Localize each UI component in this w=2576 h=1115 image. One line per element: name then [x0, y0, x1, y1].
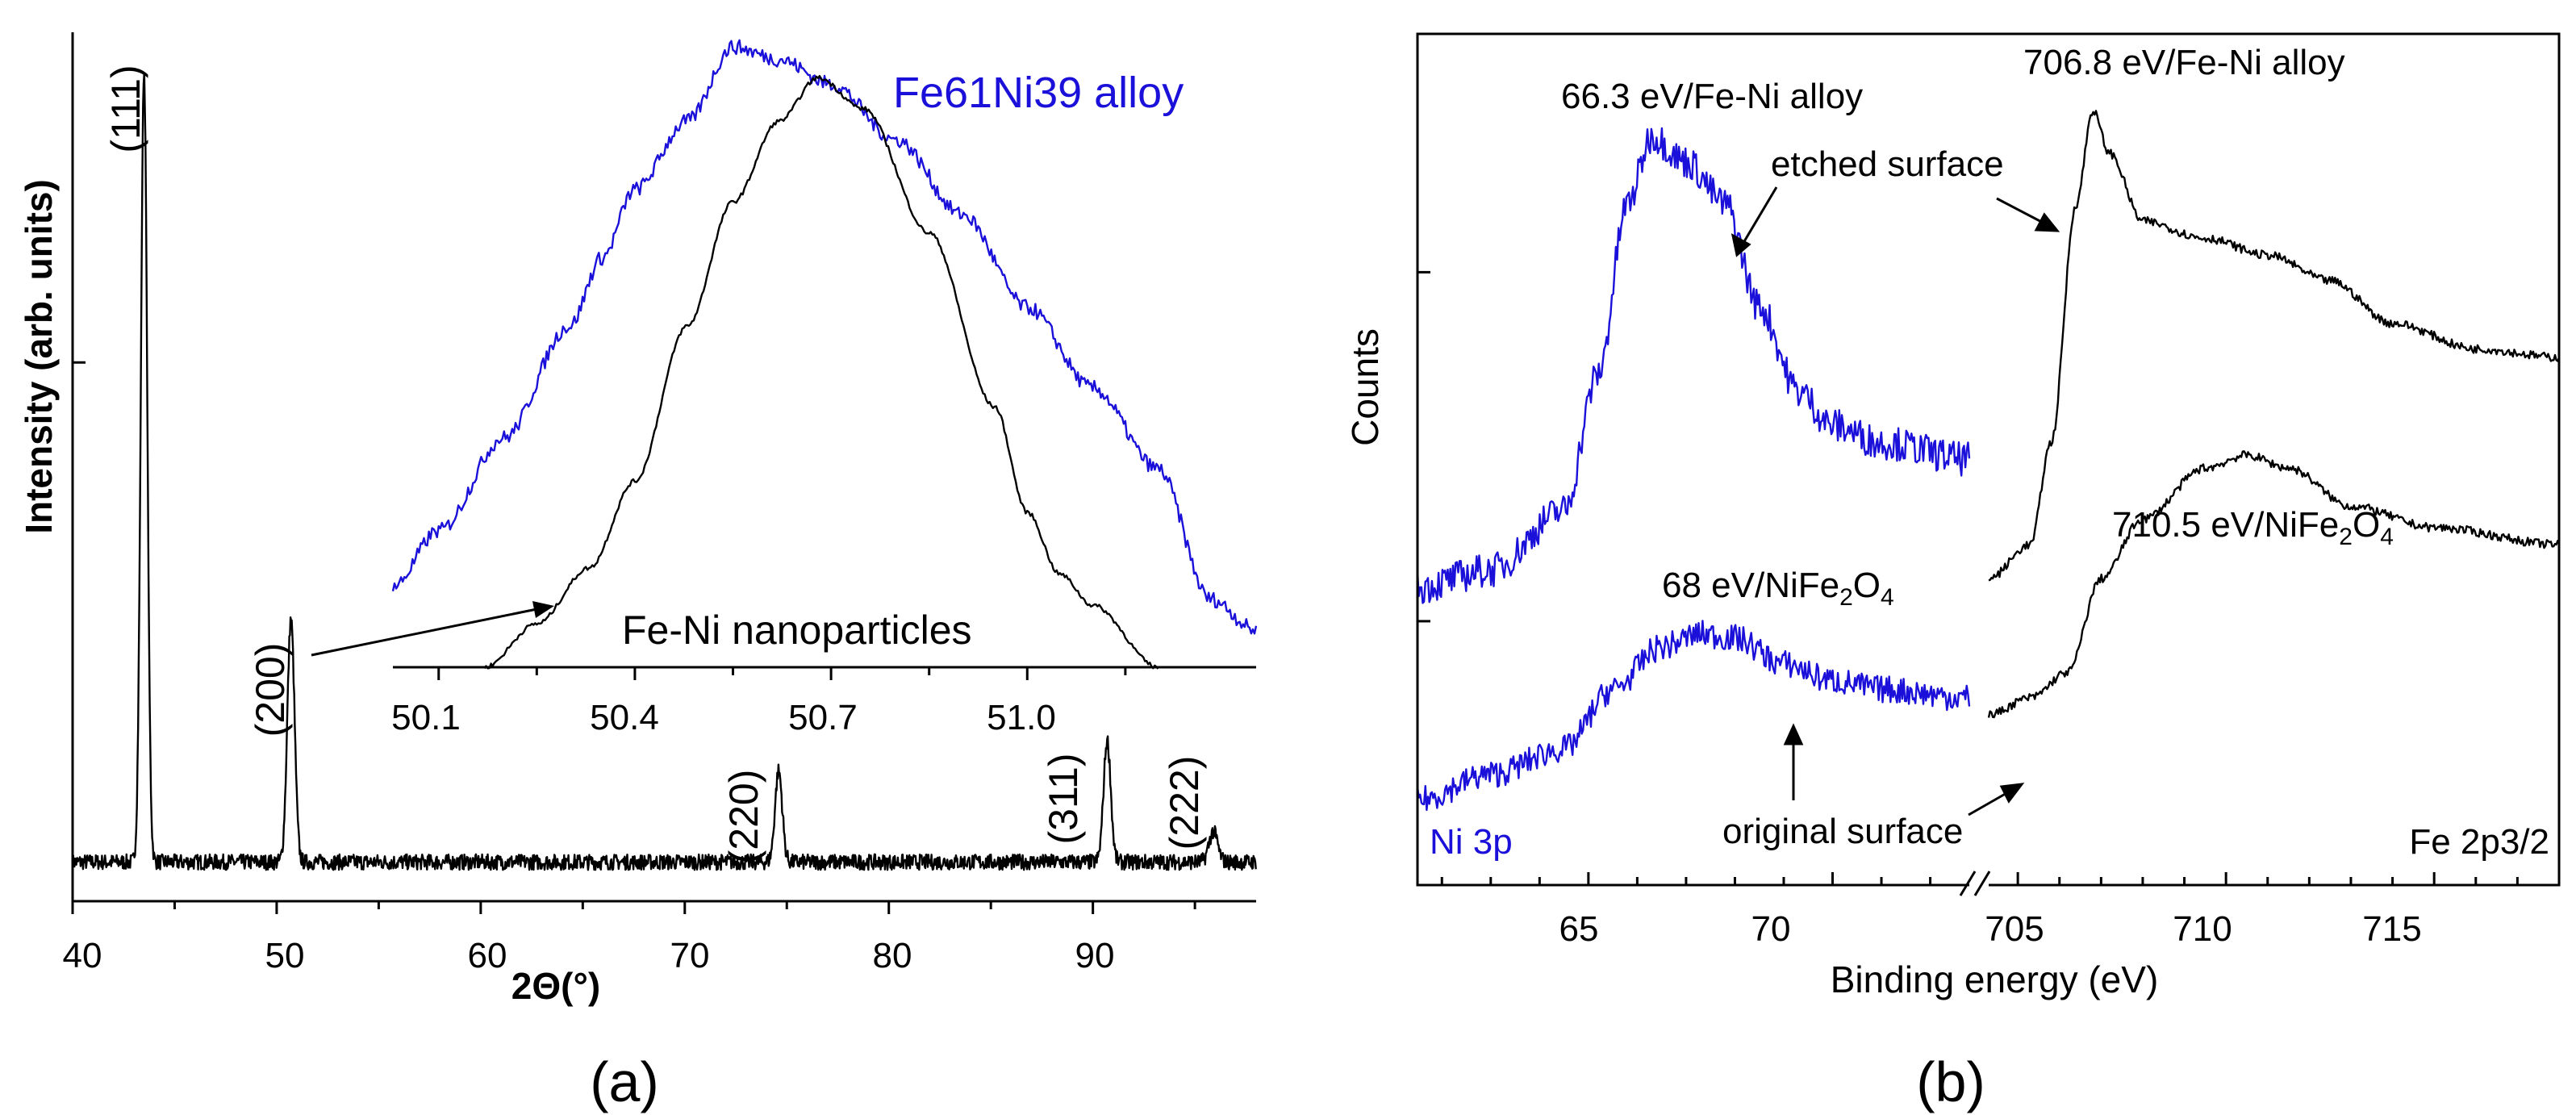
peak-label-111: (111) — [103, 65, 148, 152]
xps-series-line — [1988, 110, 2561, 582]
inset-legend-nanoparticles: Fe-Ni nanoparticles — [622, 608, 972, 653]
arrowhead-original-ni — [1783, 723, 1804, 745]
inset-tick-label: 50.1 — [391, 698, 461, 737]
annotation-706-8ev: 706.8 eV/Fe-Ni alloy — [2023, 43, 2345, 82]
x-axis-title: Binding energy (eV) — [1831, 958, 2159, 1000]
arrowhead-original-fe — [1999, 783, 2025, 804]
inset-ticks — [437, 667, 1127, 680]
inset-tick-labels: 50.1 50.4 50.7 51.0 — [391, 698, 1056, 737]
peak-label-200: (200) — [248, 643, 293, 737]
arrowhead-etched-ni — [1731, 233, 1751, 257]
panel-a-traces — [71, 72, 1257, 871]
x-tick-labels-a: 40 50 60 70 80 90 — [63, 936, 1115, 975]
panel-b: 65 70 705 710 715 Counts Binding energy … — [1344, 32, 2561, 1113]
x-tick-label: 40 — [63, 936, 102, 975]
peak-label-220: (220) — [721, 770, 766, 864]
inset-tick-label: 50.4 — [590, 698, 659, 737]
axis-break-marks — [1959, 871, 1991, 896]
annotation-66-3ev: 66.3 eV/Fe-Ni alloy — [1561, 77, 1863, 116]
inset-legend-alloy: Fe61Ni39 alloy — [893, 69, 1184, 117]
x-tick-label: 70 — [670, 936, 710, 975]
panel-b-traces — [1416, 110, 2561, 812]
xrd-series-line — [71, 72, 1257, 871]
x-tick-label: 90 — [1075, 936, 1115, 975]
inset-tick-label: 51.0 — [987, 698, 1056, 737]
arrow-etched-ni — [1739, 186, 1778, 248]
x-tick-label: 50 — [265, 936, 305, 975]
x-tick-label: 80 — [873, 936, 912, 975]
x-tick-label: 715 — [2362, 909, 2421, 949]
inset-series-line — [483, 75, 1159, 670]
xps-series-line — [1416, 127, 1971, 604]
panel-a-ticks — [71, 361, 1196, 914]
y-axis-title: Intensity (arb. units) — [18, 179, 60, 534]
inset-series-line — [391, 39, 1258, 635]
panel-a-inset-traces — [391, 39, 1258, 670]
inset-pointer-arrowhead — [532, 601, 554, 618]
y-axis-title: Counts — [1344, 328, 1386, 446]
x-tick-label: 60 — [468, 936, 507, 975]
annotation-710-5ev-nife2o4: 710.5 eV/NiFe2O4 — [2112, 505, 2394, 550]
xps-series-line — [1416, 620, 1971, 812]
annotation-arrows — [1731, 186, 2060, 816]
arrowhead-etched-fe — [2034, 212, 2060, 232]
xps-series-line — [1987, 450, 2561, 719]
annotation-etched-surface: etched surface — [1771, 144, 2004, 184]
region-label-ni3p: Ni 3p — [1430, 822, 1513, 862]
inset-pointer-arrow — [311, 605, 549, 657]
x-tick-label: 705 — [1985, 909, 2044, 949]
panel-label-b: (b) — [1916, 1050, 1985, 1113]
x-tick-label: 710 — [2173, 909, 2232, 949]
x-tick-labels-b: 65 70 705 710 715 — [1559, 909, 2422, 949]
peak-label-222: (222) — [1162, 756, 1207, 850]
annotation-original-surface: original surface — [1722, 812, 1963, 851]
panel-a: 40 50 60 70 80 90 50.1 50.4 50.7 51.0 In… — [18, 32, 1258, 1113]
region-label-fe2p: Fe 2p3/2 — [2409, 822, 2549, 862]
x-tick-label: 70 — [1751, 909, 1791, 949]
inset-tick-label: 50.7 — [788, 698, 858, 737]
panel-label-a: (a) — [590, 1050, 659, 1113]
x-tick-label: 65 — [1559, 909, 1599, 949]
peak-labels: (111) (200) (220) (311) (222) — [103, 65, 1207, 863]
annotation-68ev-nife2o4: 68 eV/NiFe2O4 — [1662, 566, 1894, 611]
peak-label-311: (311) — [1041, 753, 1086, 844]
x-axis-title: 2Θ(°) — [511, 965, 600, 1007]
panel-b-ticks — [1417, 270, 2519, 885]
